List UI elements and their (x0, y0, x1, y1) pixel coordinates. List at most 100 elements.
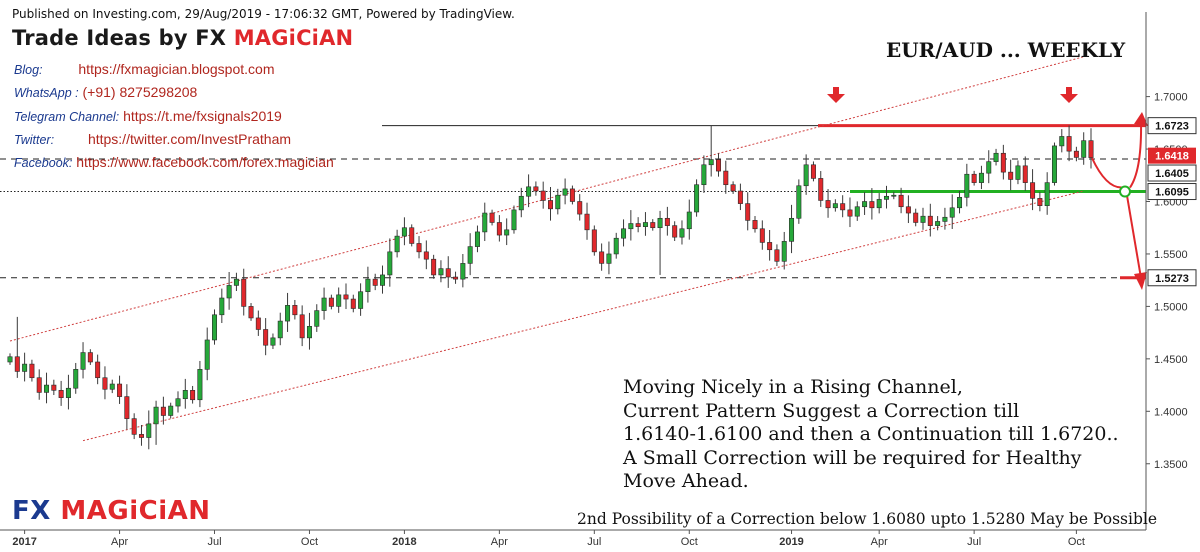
candle-body (453, 276, 459, 280)
y-tick-label: 1.4000 (1154, 406, 1188, 418)
logo-prefix: FX (12, 496, 61, 526)
contact-value[interactable]: https://www.facebook.com/forex.magician (76, 154, 334, 171)
candle (935, 216, 941, 231)
candle-body (292, 305, 298, 316)
candle-body (299, 314, 305, 339)
candle (124, 384, 130, 430)
candle-body (1044, 182, 1050, 206)
candle (489, 209, 495, 226)
candle (672, 221, 678, 241)
candle-body (255, 317, 261, 330)
candle-body (723, 170, 729, 186)
price-tag-text: 1.6405 (1155, 168, 1189, 180)
candle-body (22, 363, 28, 372)
candle (781, 231, 787, 270)
candle-body (401, 227, 407, 237)
candle-body (131, 418, 137, 435)
x-tick-label: Oct (681, 536, 698, 548)
candle-body (190, 390, 196, 401)
candle-body (1008, 171, 1014, 180)
candle-body (730, 184, 736, 192)
candle (913, 208, 919, 227)
candle-body (650, 222, 656, 229)
candle (876, 193, 882, 214)
contact-telegram[interactable]: Telegram Channel: https://t.me/fxsignals… (14, 105, 334, 128)
candle (58, 380, 64, 406)
contact-value[interactable]: https://twitter.com/InvestPratham (87, 130, 292, 147)
chart-title: EUR/AUD ... WEEKLY (886, 38, 1126, 62)
candle (832, 199, 838, 212)
candle (212, 309, 218, 345)
candle-body (854, 206, 860, 217)
candle-body (394, 235, 400, 253)
pivot-circle-icon (1119, 185, 1131, 198)
contact-facebook[interactable]: Facebook: https://www.facebook.com/forex… (14, 151, 334, 174)
candle (1000, 144, 1006, 180)
candle (694, 179, 700, 217)
candle (993, 148, 999, 166)
candle-body (1000, 152, 1006, 173)
candle-body (540, 190, 546, 201)
candle-body (1037, 198, 1043, 206)
candle (299, 305, 305, 347)
candle-body (14, 356, 20, 372)
candle (789, 204, 795, 254)
contact-value[interactable]: (+91) 8275298208 (82, 84, 198, 101)
contact-whatsapp[interactable]: WhatsApp : (+91) 8275298208 (14, 81, 334, 104)
candle (496, 215, 502, 242)
candle (891, 191, 897, 200)
candle-body (263, 329, 269, 346)
candle-body (168, 405, 174, 416)
candle-body (818, 178, 824, 201)
candle-body (796, 185, 802, 219)
candle-body (285, 305, 291, 322)
candle-body (789, 217, 795, 242)
candle-body (212, 314, 218, 341)
candle-body (350, 298, 356, 309)
candle (986, 150, 992, 184)
y-tick-label: 1.5000 (1154, 301, 1188, 313)
candle-body (372, 278, 378, 286)
x-tick-label: 2017 (12, 536, 36, 548)
brand-title: Trade Ideas by FX MAGiCiAN (12, 26, 353, 50)
contact-twitter[interactable]: Twitter: https://twitter.com/InvestPrath… (14, 128, 334, 151)
contact-label: WhatsApp : (14, 86, 79, 101)
candle (467, 233, 473, 276)
y-tick-label: 1.7000 (1154, 92, 1188, 104)
contact-value[interactable]: https://t.me/fxsignals2019 (123, 107, 282, 124)
candle-body (1030, 182, 1036, 199)
contact-value[interactable]: https://fxmagician.blogspot.com (78, 61, 275, 77)
candle-body (109, 383, 115, 390)
candle (635, 217, 641, 233)
candle (109, 379, 115, 394)
candle-body (416, 243, 422, 253)
candle-body (577, 201, 583, 215)
candle-body (949, 207, 955, 218)
candle (416, 236, 422, 259)
candle (372, 273, 378, 291)
candle-body (935, 221, 941, 226)
down-arrow-icon (827, 87, 845, 103)
candle (292, 299, 298, 320)
candle-body (599, 251, 605, 264)
candle (533, 181, 539, 196)
candle-body (986, 161, 992, 174)
candle-body (248, 306, 254, 319)
candle (555, 188, 561, 215)
candle-body (226, 285, 232, 299)
candle-body (460, 263, 466, 280)
candle (1008, 159, 1014, 191)
candle-body (1081, 140, 1087, 158)
candle (409, 224, 415, 247)
arrow-head (827, 94, 845, 103)
candle-body (759, 228, 765, 243)
candle (138, 424, 144, 446)
candle-body (569, 188, 575, 202)
candle-body (810, 164, 816, 179)
candle (1044, 172, 1050, 215)
candle-body (182, 390, 188, 400)
analysis-text: Moving Nicely in a Rising Channel, Curre… (623, 376, 1119, 494)
contact-blog[interactable]: Blog: https://fxmagician.blogspot.com (14, 58, 334, 81)
candle (95, 354, 101, 385)
